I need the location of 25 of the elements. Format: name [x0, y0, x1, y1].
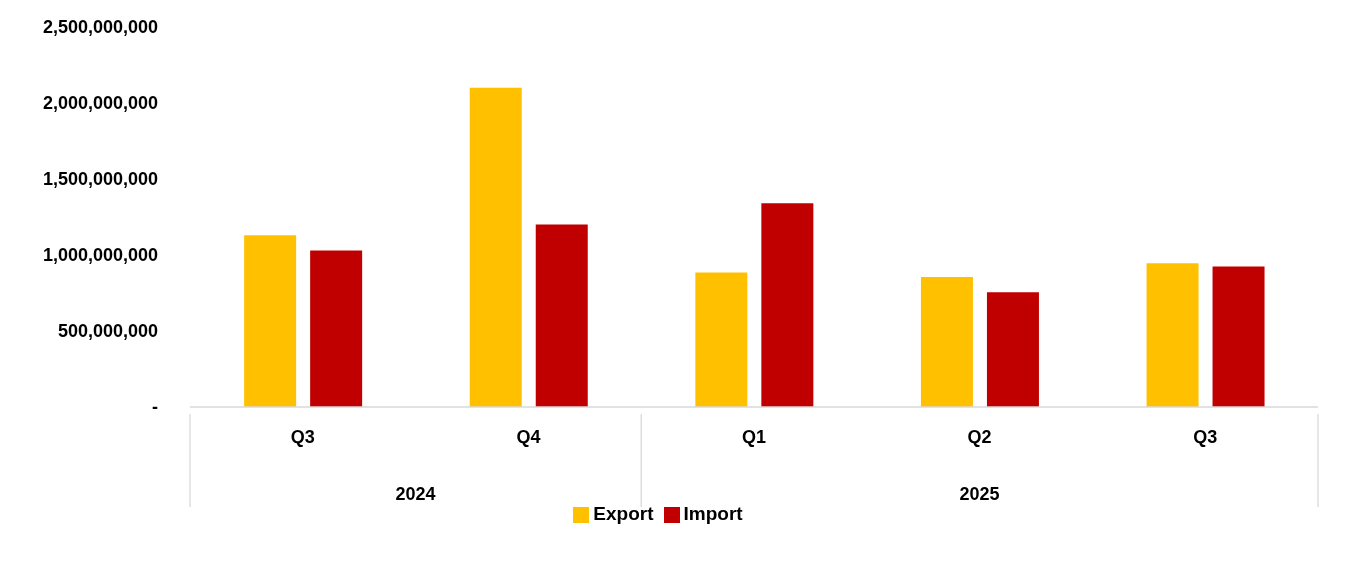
bar [1212, 266, 1265, 407]
x-tick-label: Q4 [516, 427, 541, 447]
bar [310, 250, 363, 407]
x-tick-label: Q3 [290, 427, 315, 447]
legend-label: Export [593, 503, 654, 524]
bar [469, 87, 522, 407]
bar [920, 277, 973, 407]
y-tick-label: 1,500,000,000 [42, 169, 158, 190]
bar [695, 272, 748, 407]
y-tick-label: 2,500,000,000 [42, 17, 158, 38]
x-tick-label: Q1 [741, 427, 767, 447]
y-tick-label: - [152, 397, 158, 418]
bar [761, 203, 814, 407]
y-tick-label: 2,000,000,000 [42, 93, 158, 114]
y-tick-label: 500,000,000 [57, 321, 158, 342]
bar [244, 235, 297, 407]
text: 2024 [395, 484, 436, 504]
bar [535, 224, 588, 407]
bar [986, 292, 1039, 407]
x-tick-label: Q3 [1193, 427, 1218, 447]
legend-label: Import [683, 503, 743, 524]
bar [1146, 263, 1199, 407]
x-tick-label: Q2 [967, 427, 992, 447]
text: 2025 [959, 484, 1000, 504]
y-tick-label: 1,000,000,000 [42, 245, 158, 266]
